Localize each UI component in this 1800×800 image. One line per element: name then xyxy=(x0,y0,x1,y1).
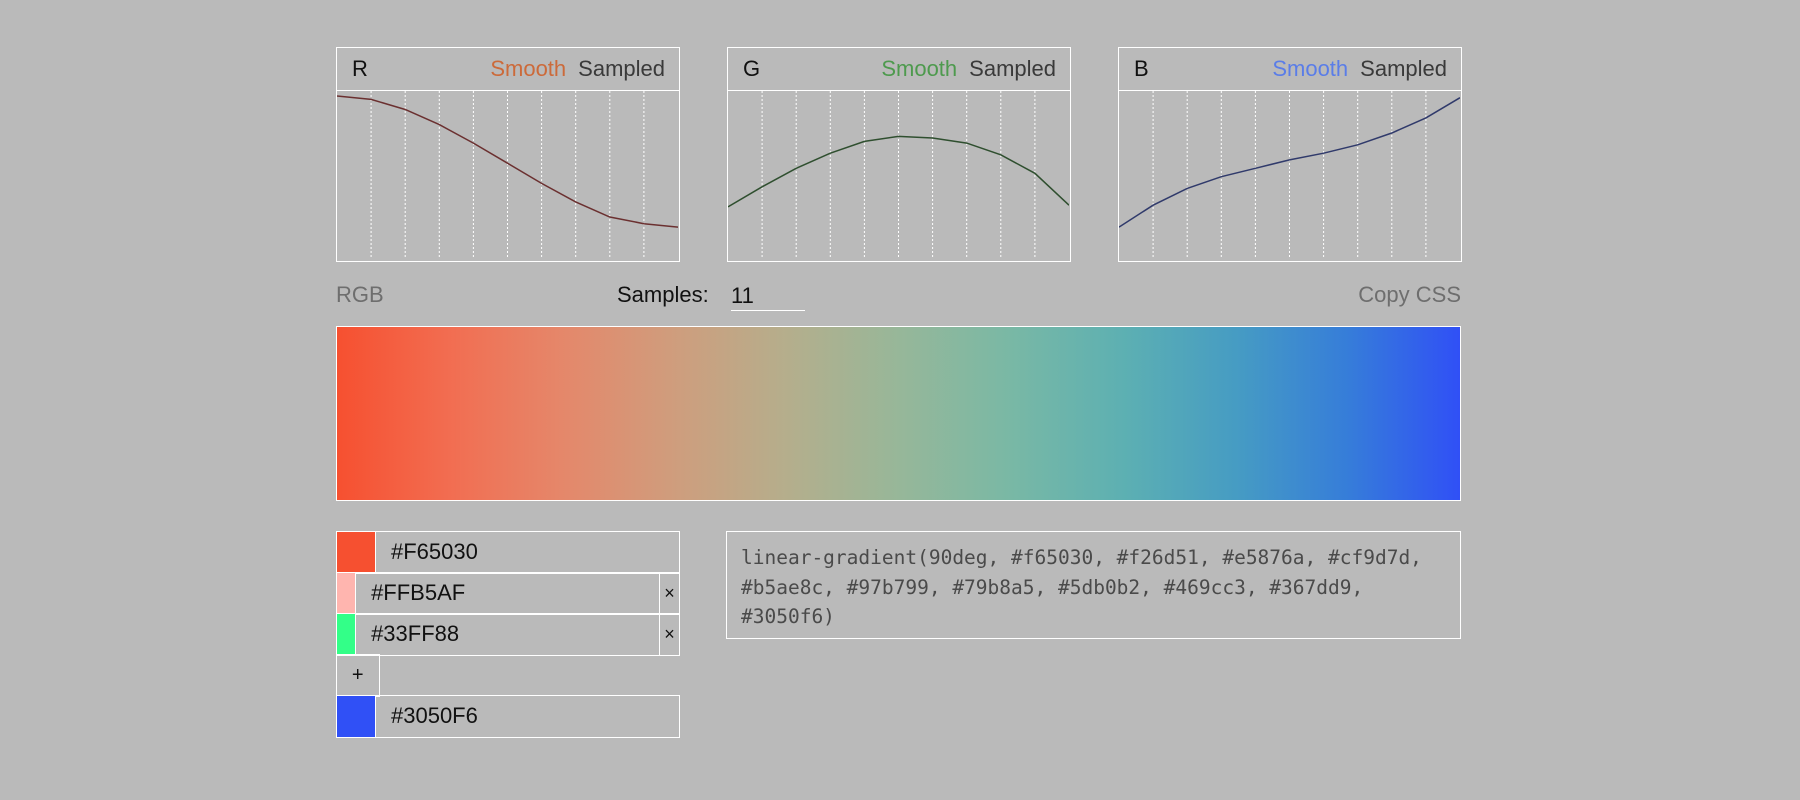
color-stop-list: × × + xyxy=(336,531,680,738)
color-mode-toggle[interactable]: RGB xyxy=(336,282,384,307)
color-swatch[interactable] xyxy=(337,573,357,614)
color-stop-row xyxy=(336,695,680,738)
remove-stop-button[interactable]: × xyxy=(659,614,679,655)
samples-input[interactable] xyxy=(731,279,805,311)
panel-r-header: R Smooth Sampled xyxy=(337,48,679,91)
curve-plot-g[interactable] xyxy=(728,91,1069,259)
add-stop-button[interactable]: + xyxy=(336,654,380,697)
samples-label: Samples: xyxy=(617,282,709,307)
controls-row: RGB Samples: Copy CSS xyxy=(336,279,1461,311)
hex-input[interactable] xyxy=(376,696,679,737)
smooth-toggle-r[interactable]: Smooth xyxy=(490,56,567,81)
gradient-preview xyxy=(336,326,1461,501)
color-swatch[interactable] xyxy=(337,696,376,737)
curve-plot-r[interactable] xyxy=(337,91,678,259)
add-stop-row: + xyxy=(336,654,680,697)
color-stop-row: × xyxy=(336,613,680,656)
curve-plot-b[interactable] xyxy=(1119,91,1460,259)
remove-stop-button[interactable]: × xyxy=(659,573,679,614)
sampled-toggle-b[interactable]: Sampled xyxy=(1360,56,1447,81)
hex-input[interactable] xyxy=(356,573,660,614)
color-stop-row xyxy=(336,531,680,574)
panel-r: R Smooth Sampled xyxy=(336,47,680,262)
channel-label-r: R xyxy=(352,56,368,81)
channel-label-b: B xyxy=(1134,56,1149,81)
sampled-toggle-r[interactable]: Sampled xyxy=(578,56,665,81)
hex-input[interactable] xyxy=(356,614,660,655)
panel-b-header: B Smooth Sampled xyxy=(1119,48,1461,91)
channel-curve[interactable] xyxy=(728,135,1069,208)
copy-css-button[interactable]: Copy CSS xyxy=(1358,282,1461,307)
smooth-toggle-b[interactable]: Smooth xyxy=(1272,56,1349,81)
css-output[interactable]: linear-gradient(90deg, #f65030, #f26d51,… xyxy=(726,531,1461,639)
panel-g-header: G Smooth Sampled xyxy=(728,48,1070,91)
color-swatch[interactable] xyxy=(337,532,376,573)
color-swatch[interactable] xyxy=(337,614,357,655)
smooth-toggle-g[interactable]: Smooth xyxy=(881,56,958,81)
channel-curve[interactable] xyxy=(337,95,678,228)
panel-g: G Smooth Sampled xyxy=(727,47,1071,262)
panel-b: B Smooth Sampled xyxy=(1118,47,1462,262)
channel-curve[interactable] xyxy=(1119,97,1460,228)
hex-input[interactable] xyxy=(376,532,679,573)
channel-label-g: G xyxy=(743,56,761,81)
color-stop-row: × xyxy=(336,572,680,615)
sampled-toggle-g[interactable]: Sampled xyxy=(969,56,1056,81)
